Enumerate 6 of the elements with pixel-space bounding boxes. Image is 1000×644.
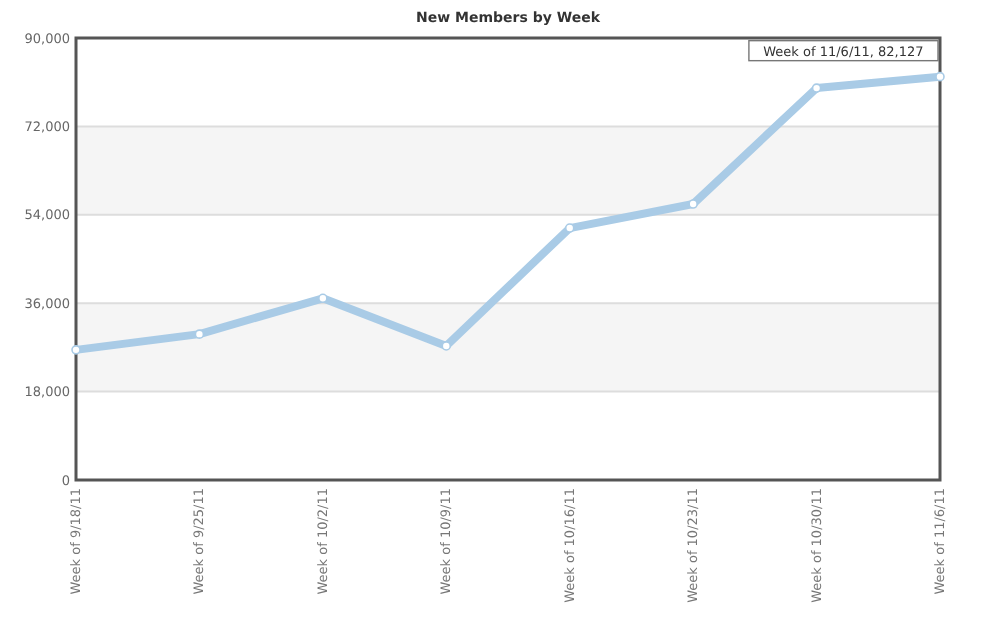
point <box>318 293 328 304</box>
point <box>935 71 945 82</box>
point <box>441 341 452 351</box>
point <box>688 199 698 209</box>
point <box>564 223 575 233</box>
point <box>71 345 81 355</box>
